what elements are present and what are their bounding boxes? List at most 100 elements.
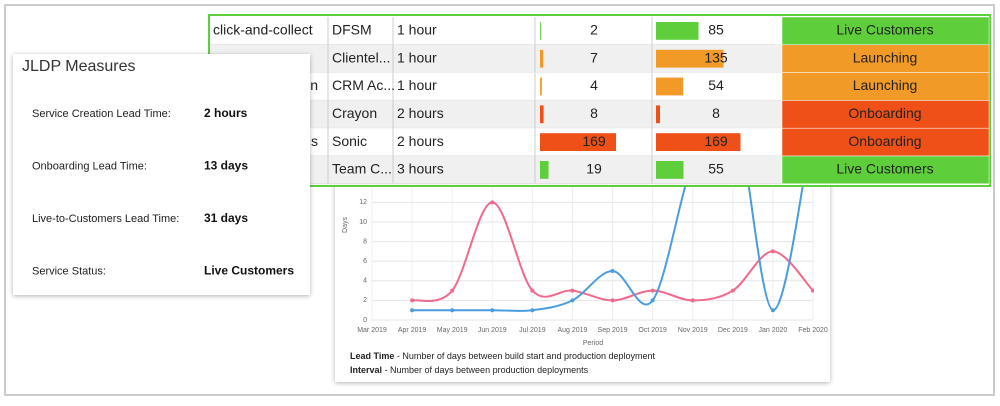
- count-label: 7: [590, 49, 598, 65]
- count-label: 19: [586, 161, 602, 177]
- cell-time: 1 hour: [397, 22, 437, 38]
- cell-time: 2 hours: [397, 133, 444, 149]
- y-tick-label: 8: [363, 238, 367, 245]
- count-bar: [656, 133, 741, 151]
- note-text: - Number of days between production depl…: [382, 365, 589, 375]
- count-bar: [540, 133, 617, 151]
- cell-time: 2 hours: [397, 105, 444, 121]
- status-label: Onboarding: [848, 133, 921, 149]
- count-label: 169: [704, 133, 728, 149]
- count-label: 169: [582, 133, 606, 149]
- y-tick-label: 4: [363, 278, 367, 285]
- count-bar: [540, 49, 544, 68]
- y-tick-label: 10: [359, 219, 367, 226]
- x-tick-label: Mar 2019: [357, 327, 387, 334]
- count-label: 135: [704, 49, 728, 65]
- status-label: Launching: [853, 77, 918, 93]
- y-tick-label: 0: [363, 317, 367, 324]
- data-point: [450, 308, 455, 313]
- status-cell: [781, 100, 990, 129]
- count-bar: [540, 77, 542, 96]
- cell-name: s: [311, 133, 318, 149]
- count-label: 8: [712, 105, 720, 121]
- cell-time: 1 hour: [397, 49, 437, 65]
- x-tick-label: Jul 2019: [519, 327, 546, 334]
- count-bar: [656, 49, 724, 68]
- x-tick-label: Jan 2020: [759, 327, 788, 334]
- x-tick-label: Dec 2019: [718, 327, 748, 334]
- card-title: JLDP Measures: [22, 58, 136, 75]
- status-cell: [781, 44, 990, 73]
- x-tick-label: Oct 2019: [638, 327, 667, 334]
- count-label: 8: [590, 105, 598, 121]
- y-tick-label: 12: [359, 199, 367, 206]
- count-bar: [656, 77, 683, 96]
- legend-note: Lead Time - Number of days between build…: [350, 351, 656, 361]
- y-tick-label: 6: [363, 258, 367, 265]
- count-bar: [540, 22, 541, 40]
- data-point: [450, 288, 455, 293]
- count-label: 85: [708, 22, 724, 38]
- x-tick-label: Jun 2019: [478, 327, 507, 334]
- measure-label: Service Status:: [32, 265, 106, 277]
- count-bar: [656, 105, 660, 124]
- status-label: Live Customers: [836, 22, 933, 38]
- data-point: [530, 308, 535, 313]
- y-tick-label: 2: [363, 297, 367, 304]
- data-point: [570, 298, 575, 303]
- status-cell: [781, 155, 990, 185]
- count-label: 2: [590, 22, 598, 38]
- count-label: 54: [708, 77, 724, 93]
- cell-tool: Team C...: [332, 161, 392, 177]
- count-label: 4: [590, 77, 598, 93]
- cell-name: n: [310, 77, 318, 93]
- status-label: Live Customers: [836, 161, 933, 177]
- measure-value: 2 hours: [204, 106, 248, 120]
- cell-tool: Crayon: [332, 105, 377, 121]
- legend-note: Interval - Number of days between produc…: [350, 365, 589, 375]
- cell-time: 1 hour: [397, 77, 437, 93]
- note-text: - Number of days between build start and…: [394, 351, 655, 361]
- data-point: [730, 288, 735, 293]
- data-point: [690, 298, 695, 303]
- line-series: [411, 201, 814, 303]
- note-term: Interval: [350, 365, 382, 375]
- measure-value: 13 days: [204, 159, 248, 173]
- data-point: [650, 298, 655, 303]
- chart-panel: [335, 160, 830, 382]
- x-tick-label: Apr 2019: [398, 327, 427, 334]
- status-label: Launching: [853, 49, 918, 65]
- x-axis-label: Period: [583, 340, 603, 347]
- measure-value: Live Customers: [204, 264, 294, 278]
- note-term: Lead Time: [350, 351, 394, 361]
- data-point: [610, 298, 615, 303]
- measure-label: Service Creation Lead Time:: [32, 108, 171, 120]
- y-axis-label: Days: [342, 217, 349, 233]
- data-point: [530, 288, 535, 293]
- data-point: [410, 308, 415, 313]
- status-label: Onboarding: [848, 105, 921, 121]
- cell-tool: Clientel...: [332, 49, 390, 65]
- cell-time: 3 hours: [397, 161, 444, 177]
- measure-label: Onboarding Lead Time:: [32, 160, 147, 172]
- data-point: [610, 269, 615, 273]
- measure-value: 31 days: [204, 211, 248, 225]
- count-bar: [656, 22, 699, 40]
- data-point: [490, 308, 495, 313]
- x-tick-label: Feb 2020: [798, 327, 828, 334]
- cell-tool: DFSM: [332, 22, 372, 38]
- x-tick-label: May 2019: [437, 327, 468, 334]
- measure-label: Live-to-Customers Lead Time:: [32, 213, 179, 225]
- cell-name: click-and-collect: [213, 22, 313, 38]
- measures-card: [13, 54, 310, 295]
- plot-area: [410, 150, 814, 313]
- data-point: [490, 200, 495, 205]
- data-point: [811, 288, 814, 293]
- count-bar: [540, 105, 544, 124]
- data-point: [410, 298, 415, 303]
- count-bar: [656, 161, 684, 179]
- x-tick-label: Aug 2019: [557, 327, 587, 334]
- data-point: [770, 308, 775, 313]
- data-point: [570, 288, 575, 293]
